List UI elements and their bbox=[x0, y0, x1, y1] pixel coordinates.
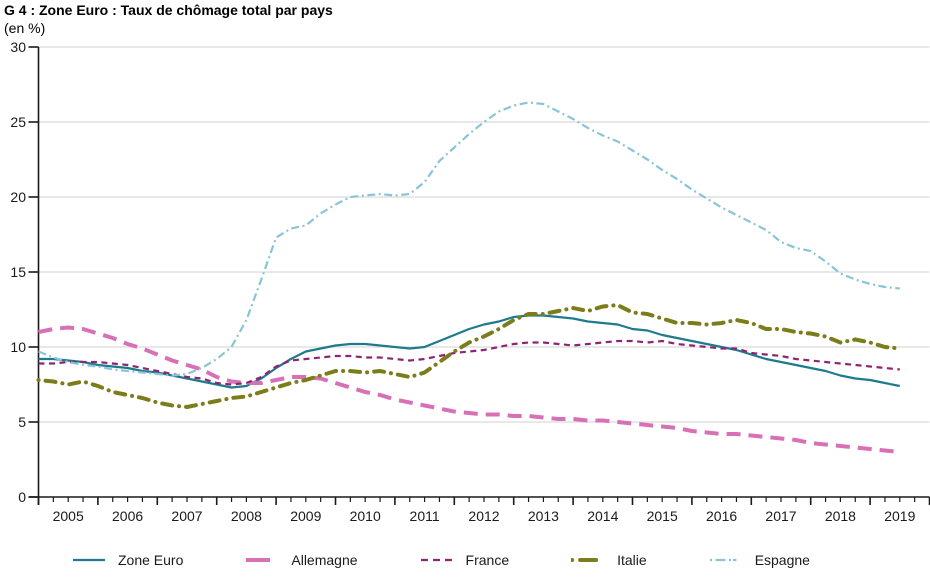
legend-label: Zone Euro bbox=[118, 552, 184, 568]
svg-text:2017: 2017 bbox=[765, 508, 796, 524]
svg-text:15: 15 bbox=[10, 264, 26, 280]
legend-swatch-line bbox=[246, 558, 279, 562]
svg-text:2018: 2018 bbox=[825, 508, 856, 524]
legend-item: Allemagne bbox=[245, 552, 358, 568]
chart-canvas: 0 5 10 15 20 25 30 2005 2006 2007 2008 2009 2010 2011… bbox=[10, 39, 930, 524]
legend-item: France bbox=[420, 552, 510, 568]
chart-unit-label: (en %) bbox=[4, 20, 46, 36]
legend-swatch-line bbox=[709, 558, 742, 562]
svg-text:10: 10 bbox=[10, 339, 26, 355]
legend-swatch-line bbox=[571, 558, 606, 562]
svg-text:2013: 2013 bbox=[528, 508, 559, 524]
legend-label: Allemagne bbox=[291, 552, 358, 568]
svg-text:2009: 2009 bbox=[290, 508, 321, 524]
chart-title: G 4 : Zone Euro : Taux de chômage total … bbox=[4, 2, 333, 18]
legend-item: Zone Euro bbox=[72, 552, 183, 568]
svg-text:30: 30 bbox=[10, 39, 26, 55]
svg-text:20: 20 bbox=[10, 189, 26, 205]
legend-item: Italie bbox=[571, 552, 647, 568]
legend-label: Italie bbox=[617, 552, 647, 568]
svg-text:2014: 2014 bbox=[587, 508, 618, 524]
svg-text:5: 5 bbox=[18, 414, 26, 430]
svg-text:2012: 2012 bbox=[468, 508, 499, 524]
svg-text:2005: 2005 bbox=[53, 508, 84, 524]
svg-text:0: 0 bbox=[18, 489, 26, 505]
chart-legend: Zone Euro Allemagne France Italie Espagne bbox=[0, 552, 930, 568]
svg-text:2006: 2006 bbox=[112, 508, 143, 524]
legend-label: France bbox=[465, 552, 510, 568]
legend-label: Espagne bbox=[754, 552, 810, 568]
svg-text:2011: 2011 bbox=[410, 508, 440, 524]
svg-text:2019: 2019 bbox=[884, 508, 915, 524]
svg-text:2007: 2007 bbox=[171, 508, 202, 524]
svg-text:2010: 2010 bbox=[350, 508, 381, 524]
legend-swatch-line bbox=[420, 558, 453, 562]
svg-text:2016: 2016 bbox=[706, 508, 737, 524]
legend-swatch-line bbox=[73, 558, 105, 562]
svg-text:2008: 2008 bbox=[231, 508, 262, 524]
svg-text:25: 25 bbox=[10, 114, 26, 130]
svg-text:2015: 2015 bbox=[647, 508, 678, 524]
legend-item: Espagne bbox=[709, 552, 810, 568]
